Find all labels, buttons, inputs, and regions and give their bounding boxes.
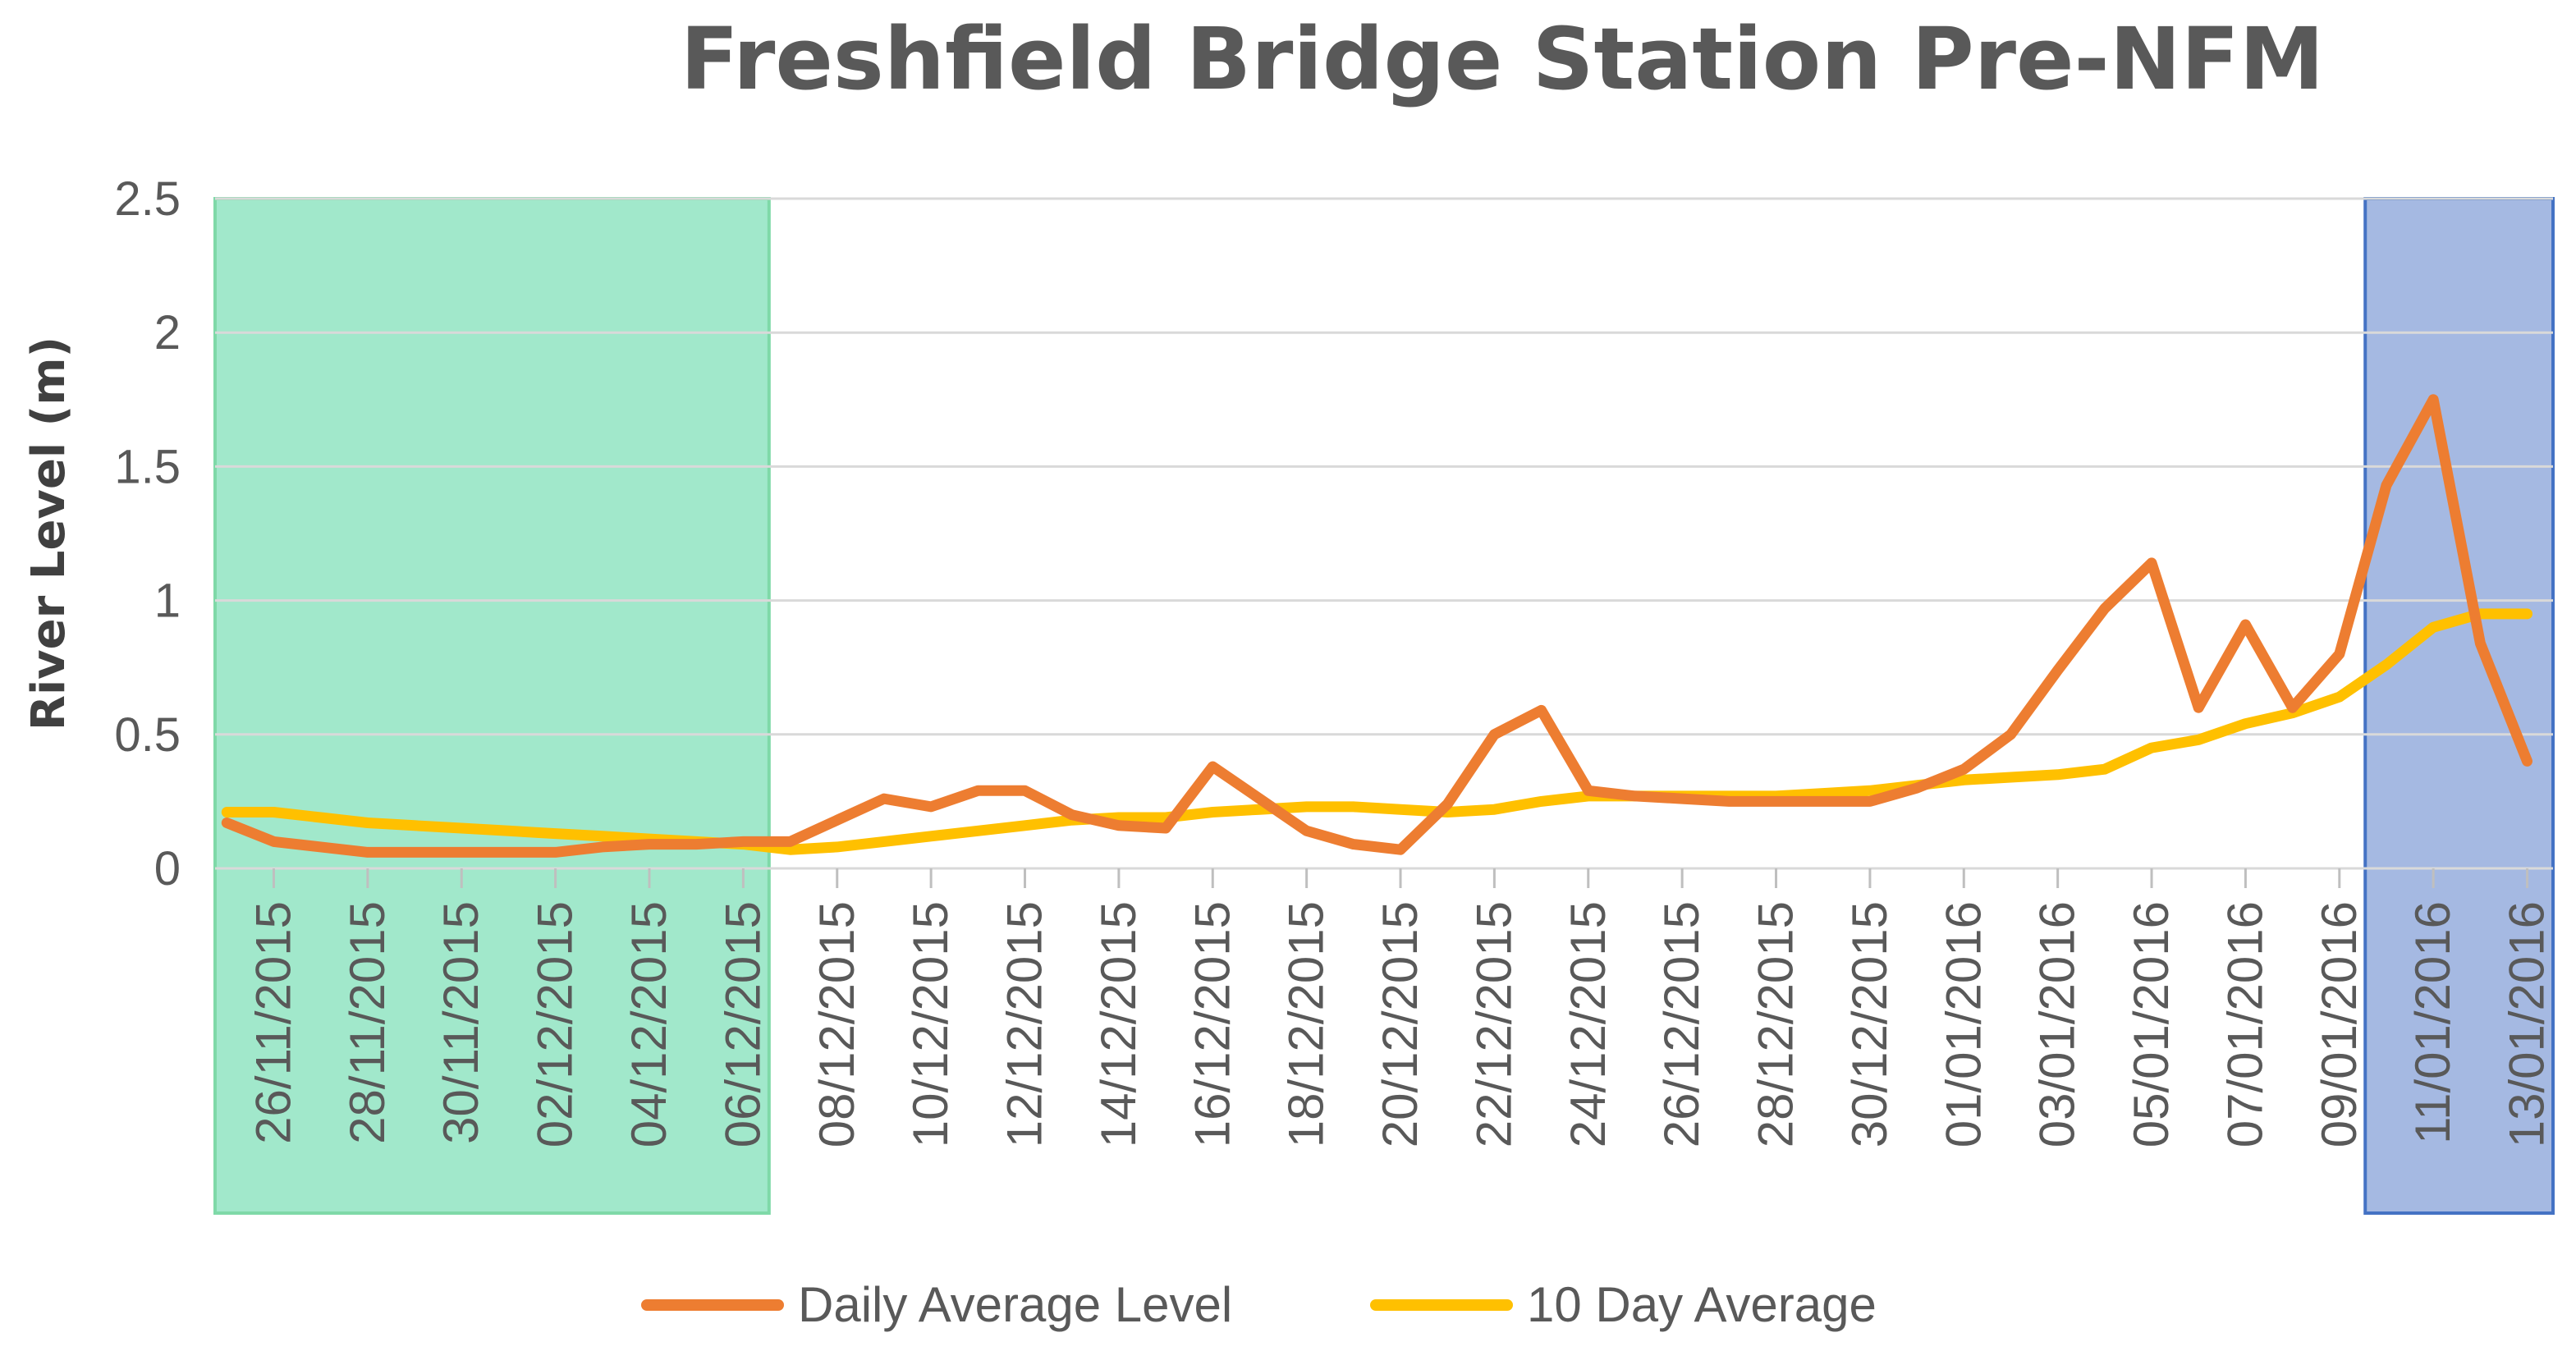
x-tick-label: 14/12/2015 — [1091, 901, 1146, 1147]
x-tick-label: 18/12/2015 — [1279, 901, 1334, 1147]
x-tick-label: 30/11/2015 — [433, 901, 488, 1144]
legend-label: Daily Average Level — [798, 1277, 1232, 1332]
highlight-region — [213, 197, 771, 1215]
legend-label: 10 Day Average — [1527, 1277, 1877, 1332]
x-tick-label: 26/12/2015 — [1654, 901, 1709, 1147]
x-tick-label: 03/01/2016 — [2030, 901, 2085, 1147]
x-tick-label: 28/11/2015 — [340, 901, 395, 1144]
y-axis-label: River Level (m) — [22, 337, 76, 730]
highlight-regions — [213, 197, 2555, 1215]
series-line — [221, 394, 2532, 858]
x-tick-label: 09/01/2016 — [2312, 901, 2367, 1147]
x-tick-label: 05/01/2016 — [2124, 901, 2179, 1147]
x-tick-label: 28/12/2015 — [1749, 901, 1804, 1147]
x-tick-label: 01/01/2016 — [1936, 901, 1991, 1147]
x-tick-label: 12/12/2015 — [997, 901, 1052, 1147]
x-tick-label: 04/12/2015 — [621, 901, 676, 1147]
legend: Daily Average Level 10 Day Average — [641, 1277, 1877, 1332]
x-tick-label: 24/12/2015 — [1561, 901, 1616, 1147]
x-tick-label: 11/01/2016 — [2405, 901, 2460, 1144]
highlight-region — [2363, 197, 2555, 1215]
y-tick-label: 1 — [154, 575, 181, 628]
series-lines — [221, 394, 2532, 858]
x-axis-ticks: 26/11/2015 28/11/2015 30/11/2015 02/12/2015… — [246, 901, 2555, 1147]
x-tick-label: 02/12/2015 — [528, 901, 583, 1147]
x-tick-label: 30/12/2015 — [1842, 901, 1897, 1147]
x-tick-label: 26/11/2015 — [246, 901, 301, 1144]
x-tick-label: 13/01/2016 — [2500, 901, 2555, 1147]
x-tick-label: 22/12/2015 — [1466, 901, 1521, 1147]
gridlines — [215, 197, 2553, 888]
y-tick-label: 2 — [154, 306, 181, 360]
chart-title: Freshfield Bridge Station Pre-NFM — [681, 9, 2325, 109]
x-tick-label: 07/01/2016 — [2217, 901, 2272, 1147]
x-tick-label: 08/12/2015 — [809, 901, 864, 1147]
x-tick-label: 10/12/2015 — [903, 901, 958, 1147]
x-tick-label: 20/12/2015 — [1373, 901, 1428, 1147]
x-tick-label: 16/12/2015 — [1185, 901, 1240, 1147]
series-line — [221, 608, 2532, 855]
y-axis-ticks: 0 0.5 1 1.5 2 2.5 — [114, 172, 181, 895]
y-tick-label: 2.5 — [114, 172, 181, 226]
x-tick-label: 06/12/2015 — [715, 901, 770, 1147]
y-tick-label: 0 — [154, 842, 181, 895]
y-tick-label: 1.5 — [114, 440, 181, 493]
y-tick-label: 0.5 — [114, 708, 181, 762]
